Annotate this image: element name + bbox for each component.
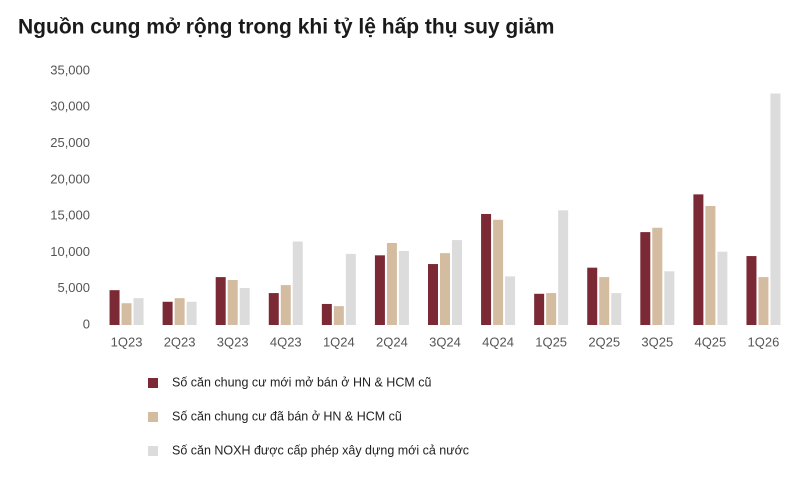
bar [717, 251, 728, 325]
bar [664, 271, 675, 325]
x-tick-label: 3Q25 [641, 334, 673, 349]
x-tick-label: 4Q23 [270, 334, 302, 349]
x-tick-label: 2Q23 [164, 334, 196, 349]
x-tick-label: 1Q24 [323, 334, 355, 349]
bar [239, 287, 250, 325]
bar [452, 240, 462, 325]
bar [558, 210, 569, 325]
bar [758, 277, 769, 325]
bar [333, 306, 344, 325]
bar [162, 301, 173, 325]
bar [321, 303, 332, 325]
bar [268, 293, 279, 325]
bar [109, 290, 120, 325]
x-tick-label: 3Q23 [217, 334, 249, 349]
bar [481, 213, 492, 325]
bar [640, 232, 651, 325]
bar [534, 293, 545, 325]
legend-label: Số căn NOXH được cấp phép xây dựng mới c… [172, 443, 469, 457]
bar [386, 242, 397, 325]
y-tick-label: 15,000 [50, 208, 90, 223]
bar [693, 194, 704, 325]
x-tick-label: 4Q25 [694, 334, 726, 349]
bar [587, 267, 598, 325]
bar [186, 301, 197, 325]
y-tick-label: 10,000 [50, 244, 90, 259]
bar [505, 276, 516, 325]
bar [493, 219, 504, 325]
bar [770, 93, 781, 325]
bar [428, 264, 438, 325]
bar [227, 280, 238, 325]
legend-swatch [148, 446, 158, 456]
bar [746, 256, 757, 325]
bar [374, 255, 385, 325]
x-tick-label: 1Q23 [111, 334, 143, 349]
x-tick-label: 1Q25 [535, 334, 567, 349]
legend-label: Số căn chung cư đã bán ở HN & HCM cũ [172, 409, 402, 423]
x-tick-label: 2Q25 [588, 334, 620, 349]
x-tick-label: 2Q24 [376, 334, 408, 349]
bar [611, 293, 622, 325]
bar [652, 227, 663, 325]
bar [174, 298, 185, 325]
chart-title: Nguồn cung mở rộng trong khi tỷ lệ hấp t… [18, 16, 554, 39]
y-tick-label: 0 [83, 316, 90, 331]
legend-label: Số căn chung cư mới mở bán ở HN & HCM cũ [172, 375, 431, 389]
bar [215, 277, 226, 325]
legend-swatch [148, 378, 158, 388]
bar [705, 205, 716, 325]
y-tick-label: 30,000 [50, 99, 90, 114]
x-tick-label: 4Q24 [482, 334, 514, 349]
bar [345, 253, 356, 325]
bar [280, 285, 291, 325]
bar [440, 253, 450, 325]
x-tick-label: 3Q24 [429, 334, 461, 349]
bar [133, 298, 144, 325]
bar [546, 293, 557, 325]
y-tick-label: 20,000 [50, 171, 90, 186]
bar [398, 250, 409, 325]
x-tick-label: 1Q26 [748, 334, 780, 349]
bar [121, 303, 132, 325]
legend-swatch [148, 412, 158, 422]
y-tick-label: 5,000 [57, 280, 90, 295]
y-tick-label: 25,000 [50, 135, 90, 150]
bar [599, 277, 610, 325]
y-tick-label: 35,000 [50, 62, 90, 77]
bar [292, 241, 303, 325]
